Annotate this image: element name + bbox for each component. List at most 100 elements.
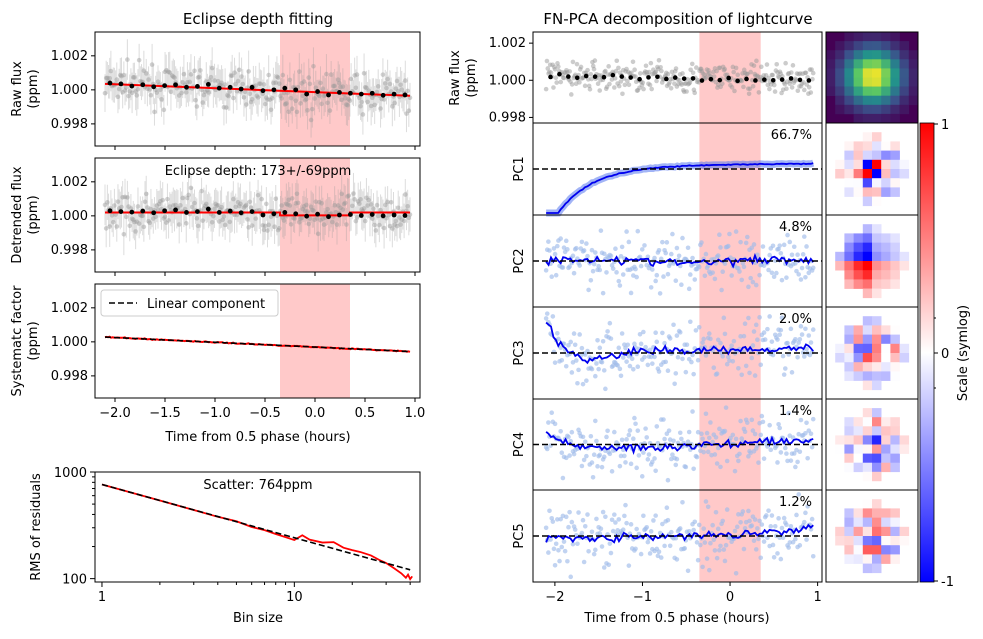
pc-point <box>713 509 719 515</box>
data-point <box>294 109 300 115</box>
pc-point <box>667 543 673 549</box>
data-point <box>245 217 250 222</box>
pc-point <box>584 241 589 246</box>
pc-point <box>749 523 755 528</box>
map-pixel <box>890 462 900 473</box>
pc-point <box>771 555 777 560</box>
map-pixel <box>890 325 900 335</box>
data-point <box>261 227 267 233</box>
map-pixel <box>872 371 882 381</box>
map-pixel <box>862 380 873 391</box>
binned-point <box>708 76 714 82</box>
data-point <box>372 222 377 228</box>
data-point <box>192 200 197 206</box>
data-point <box>201 92 207 98</box>
pc-point <box>563 455 569 461</box>
data-point <box>364 85 369 91</box>
data-point <box>122 88 128 93</box>
pc-point <box>625 342 631 348</box>
pc-point <box>736 366 741 371</box>
data-point <box>247 199 253 205</box>
pc-point <box>808 340 814 345</box>
pc-point <box>742 525 748 531</box>
pc-point <box>684 342 690 348</box>
pc-point <box>579 530 585 536</box>
component-map <box>825 398 919 491</box>
data-point <box>165 196 170 202</box>
data-point <box>172 75 177 80</box>
pc-point <box>797 543 803 548</box>
pc-point <box>805 455 810 461</box>
pc-point <box>771 274 777 280</box>
data-point <box>324 210 329 215</box>
map-pixel <box>862 288 873 299</box>
data-point <box>242 203 248 209</box>
map-pixel <box>890 362 900 372</box>
data-point <box>355 199 361 204</box>
map-pixel <box>862 279 873 289</box>
data-point <box>629 70 634 76</box>
data-point <box>169 73 175 78</box>
binned-point <box>753 78 758 83</box>
data-point <box>249 96 255 102</box>
pc-point <box>775 337 780 342</box>
pc-point <box>753 322 759 328</box>
raw-flux-binned <box>107 80 408 98</box>
pc-point <box>802 354 807 359</box>
data-point <box>365 99 370 105</box>
data-point <box>357 201 362 206</box>
data-point <box>378 207 383 213</box>
data-point <box>167 70 173 75</box>
data-point <box>188 72 194 77</box>
binned-point <box>216 85 222 91</box>
data-point <box>793 77 799 83</box>
data-point <box>344 222 349 227</box>
data-point <box>171 203 176 208</box>
pc-point <box>691 466 696 472</box>
data-point <box>309 106 315 112</box>
data-point <box>654 78 659 84</box>
y-tick-label: 1.002 <box>489 36 526 51</box>
pc-point <box>607 541 613 546</box>
pc-point <box>723 542 729 548</box>
data-point <box>339 191 344 197</box>
map-pixel <box>862 132 873 142</box>
pc-point <box>695 557 701 563</box>
pc-point <box>803 510 808 516</box>
pc-point <box>634 526 639 532</box>
pc-point <box>665 271 671 277</box>
binned-point <box>744 76 749 82</box>
pc-point <box>694 540 700 545</box>
data-point <box>397 215 402 220</box>
binned-point <box>293 87 299 93</box>
pc-point <box>556 336 561 342</box>
pc-point <box>704 430 710 436</box>
map-pixel <box>835 59 845 69</box>
data-point <box>366 197 372 203</box>
data-point <box>203 201 209 207</box>
map-pixel <box>835 536 845 546</box>
pc-point <box>673 278 679 284</box>
data-point <box>347 98 353 103</box>
pc-point <box>567 264 572 269</box>
map-pixel <box>853 178 864 188</box>
pc-point <box>599 464 605 470</box>
pc-point <box>665 477 671 483</box>
map-pixel <box>853 113 864 124</box>
pc-point <box>660 330 665 336</box>
data-point <box>320 216 326 221</box>
binned-point <box>151 210 157 216</box>
pca-rows: 0.9981.0001.00266.7%PC14.8%PC22.0%PC31.4… <box>489 31 823 583</box>
data-point <box>402 192 408 197</box>
pc-point <box>635 228 641 234</box>
pc-point <box>657 530 663 536</box>
legend: Linear component <box>100 289 279 317</box>
data-point <box>103 75 109 81</box>
map-pixel <box>899 59 910 69</box>
pc-point <box>623 460 628 465</box>
data-point <box>747 86 753 92</box>
map-pixel <box>844 462 854 473</box>
data-point <box>141 224 147 230</box>
